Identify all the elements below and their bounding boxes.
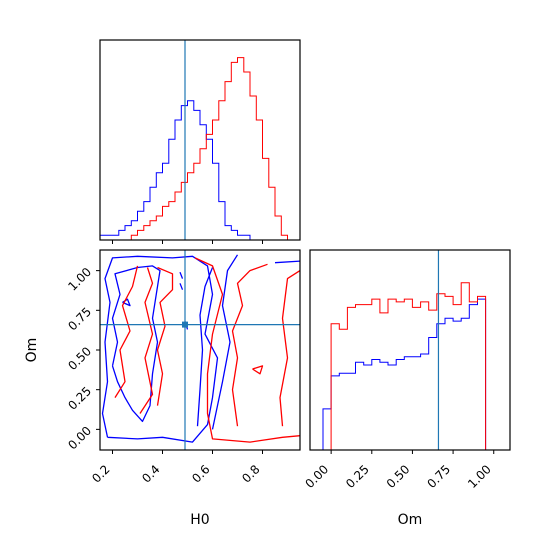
red-contour-inner-left [231,263,268,427]
h0-om-joint-panel: 0.2 0.4 0.6 0.8 0.00 0.25 0.50 0.75 1.00 H0 Om [24,249,301,528]
y-axis-label-om: Om [24,338,40,363]
blue-contour-outer [101,255,219,443]
om-tick-label: 0.25 [65,384,94,413]
x-axis-label-om: Om [398,512,423,528]
om-marginal-tick-label: 0.25 [343,462,372,491]
om-hist-series-blue [310,298,494,450]
om-tick-label: 1.00 [65,265,94,294]
om-tick-label: 0.75 [65,305,94,334]
red-contour-center [156,266,174,406]
om-hist-series-red [310,282,494,450]
om-marginal-tick-label: 0.50 [384,462,413,491]
blue-contour-island-d [179,271,184,279]
h0-hist-series-red [100,57,300,240]
x-axis-label-h0: H0 [190,512,209,528]
h0-marginal-panel [99,39,301,244]
om-marginal-frame [309,249,511,451]
red-contour-outer-right [194,257,300,443]
om-marginal-tick-label: 0.00 [302,462,331,491]
h0-tick-label: 0.6 [189,462,212,485]
h0-tick-label: 0.4 [139,462,162,485]
red-contour-inner-right [279,270,300,427]
om-tick-label: 0.50 [65,344,94,373]
red-contour-island [252,365,264,375]
blue-contour-right-edge [211,254,239,430]
om-tick-label: 0.00 [65,424,94,453]
blue-contour-island-b [179,283,184,290]
om-marginal-tick-label: 1.00 [465,462,494,491]
blue-contour-mid [111,265,161,423]
joint-frame [99,249,301,451]
h0-hist-series-blue [100,100,300,240]
om-marginal-panel: 0.00 0.25 0.50 0.75 1.00 Om [302,249,511,528]
blue-contour-top-right [274,260,300,264]
h0-tick-label: 0.2 [89,462,112,485]
joint-truth-marker [182,321,188,328]
h0-tick-label: 0.8 [239,462,262,485]
blue-contour-inner-ridge [196,267,214,427]
red-contour-center-left [139,267,154,414]
h0-marginal-frame [99,39,301,241]
red-contour-left [114,265,139,398]
om-marginal-tick-label: 0.75 [424,462,453,491]
